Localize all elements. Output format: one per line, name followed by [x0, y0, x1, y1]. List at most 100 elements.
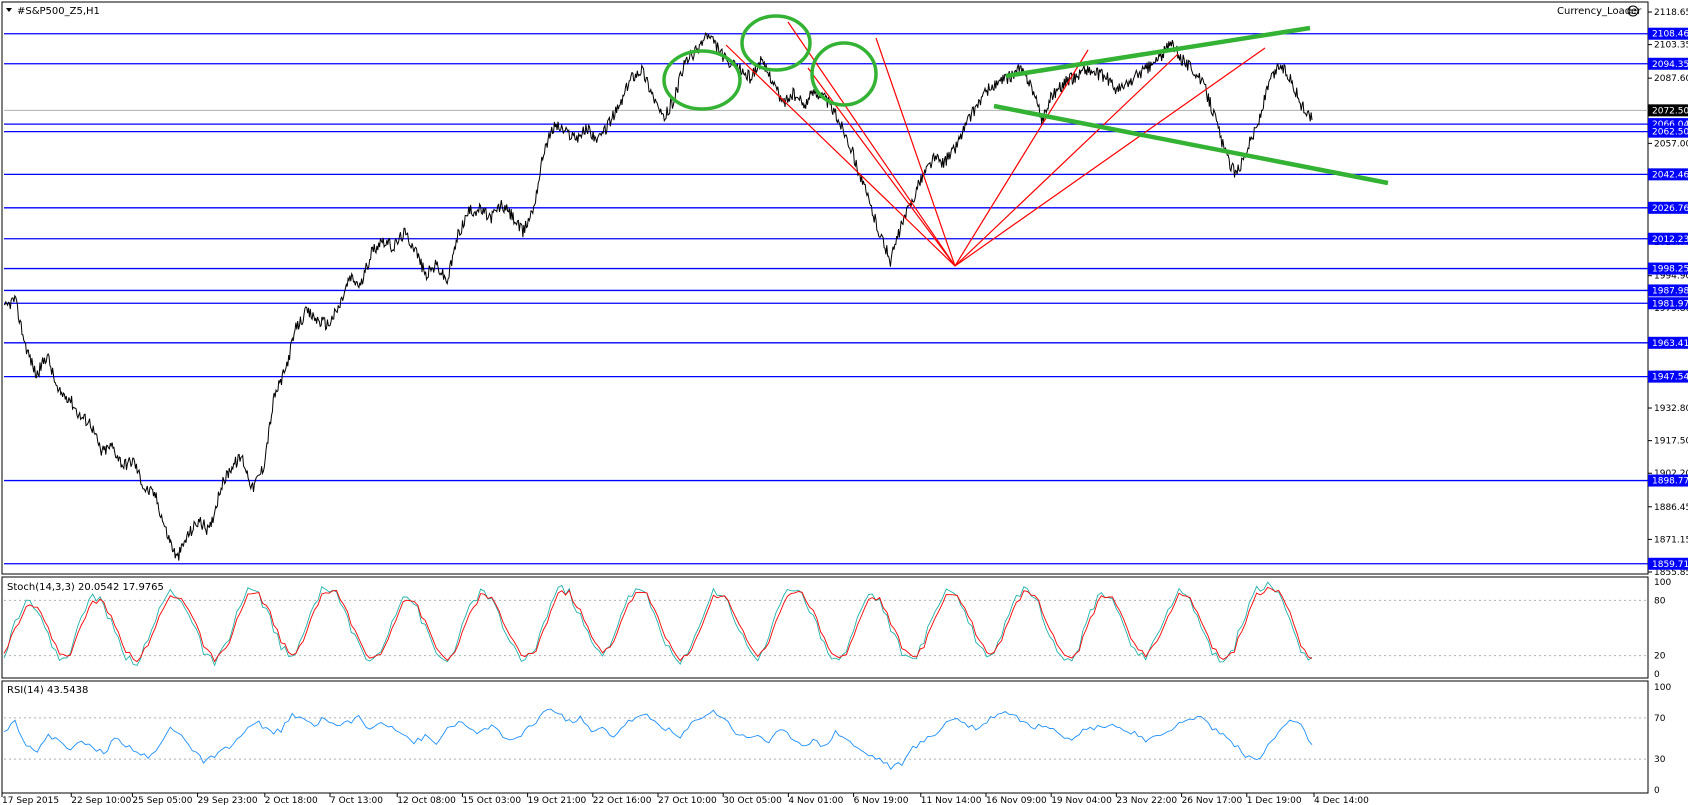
stochastic-axis: 100 80 20 0 — [1654, 578, 1671, 680]
level-label: 1998.25 — [1652, 265, 1688, 275]
price-tick-label: 2103.35 — [1654, 41, 1688, 51]
chevron-down-icon[interactable] — [6, 8, 12, 12]
level-label-box — [1648, 370, 1688, 383]
highlight-circles — [662, 14, 878, 111]
time-tick-label: 19 Oct 21:00 — [528, 796, 587, 805]
level-label-box — [1648, 232, 1688, 245]
level-label: 1963.41 — [1652, 339, 1688, 349]
fan-line — [807, 67, 956, 267]
level-label-box — [1648, 125, 1688, 138]
price-tick-label: 1917.50 — [1654, 437, 1688, 447]
level-label-box — [1648, 262, 1688, 275]
rsi-axis: 100 70 30 0 — [1654, 683, 1671, 796]
rsi-series — [3, 708, 1648, 771]
level-label-box — [1648, 118, 1688, 131]
current-price-label: 2072.50 — [1652, 106, 1688, 116]
price-tick-label: 1932.80 — [1654, 404, 1688, 414]
level-label: 1859.71 — [1652, 560, 1688, 570]
level-label: 2042.46 — [1652, 170, 1688, 180]
time-tick-label: 11 Nov 14:00 — [921, 796, 982, 805]
fan-line — [954, 47, 1266, 267]
highlight-circle — [662, 49, 742, 111]
time-tick-label: 12 Oct 08:00 — [397, 796, 456, 805]
price-tick-label: 1902.20 — [1654, 469, 1688, 479]
price-line — [4, 32, 1313, 561]
rsi-title: RSI(14) 43.5438 — [7, 685, 88, 696]
price-tick-label: 1855.85 — [1654, 568, 1688, 578]
time-tick-label: 1 Dec 19:00 — [1247, 796, 1302, 805]
price-series — [4, 32, 1313, 561]
price-tick-label: 1871.15 — [1654, 535, 1688, 545]
rsi-line — [3, 708, 1313, 771]
level-label: 1947.54 — [1652, 373, 1688, 383]
rsi-tick-label: 70 — [1654, 714, 1666, 724]
level-label: 2026.76 — [1652, 204, 1688, 214]
level-label-box — [1648, 297, 1688, 310]
level-label: 2108.46 — [1652, 30, 1688, 40]
time-tick-label: 27 Oct 10:00 — [658, 796, 717, 805]
stoch-title: Stoch(14,3,3) 20.0542 17.9765 — [7, 582, 164, 593]
rsi-tick-label: 0 — [1654, 786, 1660, 796]
level-label: 1898.77 — [1652, 477, 1688, 487]
price-tick-label: 2087.60 — [1654, 74, 1688, 84]
price-tick-label: 2057.00 — [1654, 139, 1688, 149]
level-label: 1987.98 — [1652, 286, 1688, 296]
level-label-box — [1648, 57, 1688, 70]
level-label: 2066.04 — [1652, 120, 1688, 130]
level-label-box — [1648, 336, 1688, 349]
symbol-title: #S&P500_Z5,H1 — [17, 6, 100, 17]
time-tick-label: 15 Oct 03:00 — [462, 796, 521, 805]
level-label-box — [1648, 557, 1688, 570]
stoch-tick-label: 0 — [1654, 670, 1660, 680]
level-label-box — [1648, 474, 1688, 487]
rsi-tick-label: 100 — [1654, 683, 1671, 693]
price-tick-label: 2118.65 — [1654, 8, 1688, 18]
level-label-box — [1648, 168, 1688, 181]
time-tick-label: 25 Sep 05:00 — [132, 796, 192, 805]
stoch-tick-label: 80 — [1654, 596, 1666, 606]
time-tick-label: 6 Nov 19:00 — [854, 796, 909, 805]
time-tick-label: 30 Oct 05:00 — [723, 796, 782, 805]
smiley-icon — [1627, 5, 1639, 17]
time-tick-label: 2 Oct 18:00 — [265, 796, 318, 805]
level-label: 1981.97 — [1652, 299, 1688, 309]
price-tick-label: 1886.45 — [1654, 503, 1688, 513]
price-tick-label: 1994.90 — [1654, 272, 1688, 282]
trend-lines — [993, 25, 1389, 186]
level-label: 2094.35 — [1652, 60, 1688, 70]
fan-lines — [725, 21, 1266, 267]
rsi-panel-frame — [1, 680, 1649, 794]
level-label-box — [1648, 284, 1688, 297]
fan-line — [725, 44, 956, 267]
rsi-tick-label: 30 — [1654, 755, 1666, 765]
time-tick-label: 22 Oct 16:00 — [593, 796, 652, 805]
fan-line — [954, 53, 1179, 267]
stochastic-series — [3, 581, 1648, 667]
upper-trend-line — [1005, 25, 1311, 79]
indicator-label: Currency_Loader — [1557, 6, 1642, 17]
time-tick-label: 26 Nov 17:00 — [1182, 796, 1243, 805]
level-label: 2012.23 — [1652, 235, 1688, 245]
fan-line — [954, 49, 1089, 267]
time-tick-label: 29 Sep 23:00 — [198, 796, 258, 805]
horizontal-levels — [4, 33, 1648, 565]
current-price-box — [1648, 104, 1688, 117]
stoch-main-line — [3, 581, 1313, 667]
level-label-box — [1648, 201, 1688, 214]
level-label-box — [1648, 27, 1688, 40]
price-panel-frame — [1, 1, 1649, 575]
fan-line — [875, 37, 956, 267]
time-tick-label: 23 Nov 22:00 — [1116, 796, 1177, 805]
level-label: 2062.50 — [1652, 128, 1688, 138]
time-tick-label: 17 Sep 2015 — [2, 796, 59, 805]
stoch-tick-label: 20 — [1654, 652, 1666, 662]
time-axis: 17 Sep 2015 22 Sep 10:00 25 Sep 05:00 29 Se… — [1, 793, 1369, 805]
time-tick-label: 22 Sep 10:00 — [71, 796, 131, 805]
stoch-panel-frame — [1, 576, 1649, 679]
time-tick-label: 4 Dec 14:00 — [1314, 796, 1369, 805]
highlight-circle — [810, 41, 878, 107]
time-tick-label: 16 Nov 09:00 — [986, 796, 1047, 805]
